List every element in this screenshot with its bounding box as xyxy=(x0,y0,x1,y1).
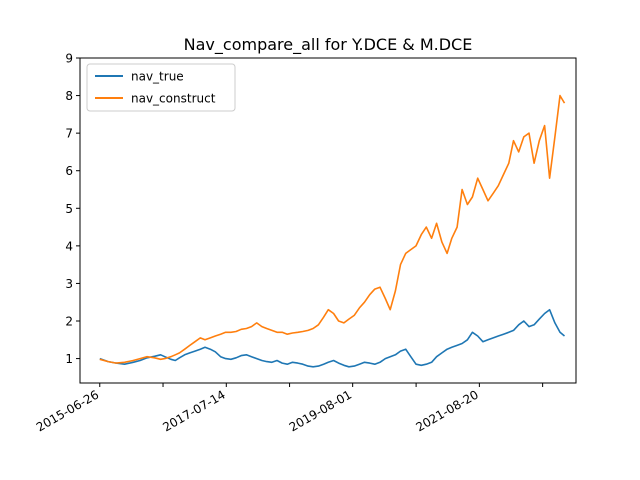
plot-area-frame xyxy=(79,57,577,384)
y-tick-label: 3 xyxy=(65,277,73,291)
legend-frame xyxy=(86,63,236,112)
y-tick-label: 1 xyxy=(65,352,73,366)
y-axis-ticks: 1 2 3 4 5 6 7 8 9 xyxy=(65,52,80,366)
y-tick-label: 2 xyxy=(65,315,73,329)
y-tick-label: 4 xyxy=(65,239,73,253)
y-tick-label: 9 xyxy=(65,52,73,66)
y-tick-label: 7 xyxy=(65,127,73,141)
series-line-nav-construct xyxy=(99,94,566,364)
y-tick-label: 6 xyxy=(65,164,73,178)
legend: nav_true nav_construct xyxy=(86,63,236,112)
y-tick-label: 8 xyxy=(65,89,73,103)
chart-title: Nav_compare_all for Y.DCE & M.DCE xyxy=(184,35,473,55)
series-line-nav-true xyxy=(99,308,566,368)
legend-label-nav-true: nav_true xyxy=(131,70,184,84)
y-tick-label: 5 xyxy=(65,202,73,216)
series-layer xyxy=(99,94,566,368)
legend-label-nav-construct: nav_construct xyxy=(131,92,216,106)
